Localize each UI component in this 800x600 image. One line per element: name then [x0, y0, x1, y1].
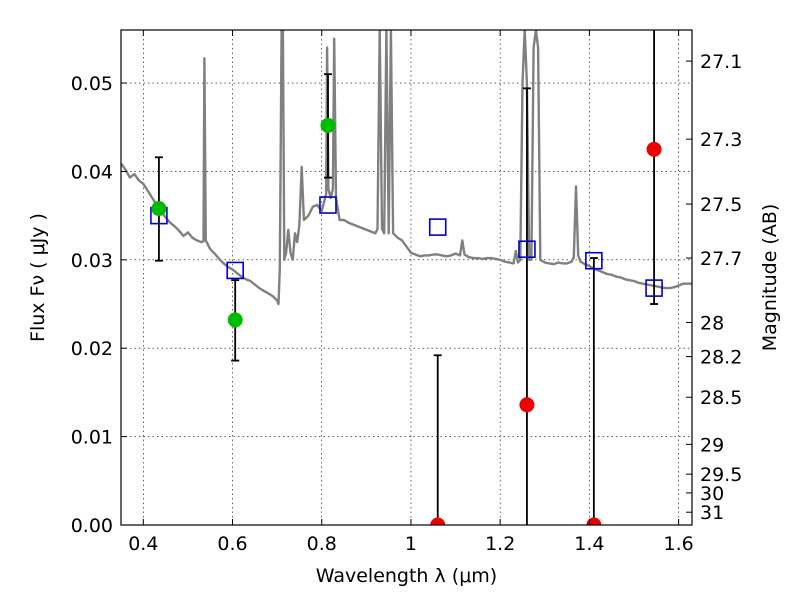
y-tick-label: 0.05 — [71, 73, 113, 95]
x-tick-label: 0.6 — [217, 533, 247, 555]
mag-tick-label: 28.2 — [700, 347, 742, 369]
mag-tick-label: 27.1 — [700, 51, 742, 73]
model-photometry-marker — [428, 218, 447, 236]
mag-tick-label: 29 — [700, 434, 724, 456]
mag-tick-label: 31 — [700, 502, 724, 524]
plot-area — [121, 30, 692, 525]
mag-tick-label: 27.3 — [700, 129, 742, 151]
x-tick-label: 0.8 — [307, 533, 337, 555]
nondetection-point — [586, 517, 602, 525]
model-photometry-marker — [518, 240, 536, 259]
detection-point — [320, 117, 336, 133]
y-tick-label: 0.04 — [71, 161, 113, 183]
x-tick-label: 1.4 — [574, 533, 604, 555]
x-tick-label: 1 — [405, 533, 417, 555]
nondetection-point — [519, 397, 535, 413]
y-axis-label-right: Magnitude (AB) — [759, 204, 781, 352]
nondetection-point — [430, 517, 446, 525]
mag-tick-label: 28.5 — [700, 387, 742, 409]
y-tick-label: 0.00 — [71, 515, 113, 537]
mag-tick-label: 27.5 — [700, 194, 742, 216]
mag-tick-label: 27.7 — [700, 248, 742, 270]
plot-frame — [120, 29, 693, 526]
model-photometry-marker — [226, 261, 244, 280]
x-tick-label: 0.4 — [128, 533, 158, 555]
x-tick-label: 1.2 — [485, 533, 515, 555]
nondetection-point — [646, 141, 662, 157]
mag-tick-label: 30 — [700, 483, 724, 505]
mag-tick-label: 29.5 — [700, 464, 742, 486]
x-axis-label: Wavelength λ (μm) — [316, 565, 497, 587]
detection-point — [227, 312, 243, 328]
model-spectrum-line — [121, 30, 692, 306]
model-photometry-marker — [319, 196, 337, 214]
y-axis-label-left: Flux Fν ( μJy ) — [27, 213, 49, 342]
y-tick-label: 0.03 — [71, 250, 113, 272]
axis-ticks: 0.4 0.6 0.8 1 1.2 1.4 1.6 0.00 0.01 0.02 0.03 0.04 0… — [71, 30, 742, 555]
detection-point — [151, 201, 167, 217]
y-tick-label: 0.02 — [71, 338, 113, 360]
grid-lines — [121, 30, 692, 526]
x-tick-label: 1.6 — [664, 533, 694, 555]
model-photometry-marker — [585, 251, 603, 270]
mag-tick-label: 28 — [700, 313, 724, 335]
y-tick-label: 0.01 — [71, 427, 113, 449]
model-photometry-marker — [645, 279, 663, 297]
